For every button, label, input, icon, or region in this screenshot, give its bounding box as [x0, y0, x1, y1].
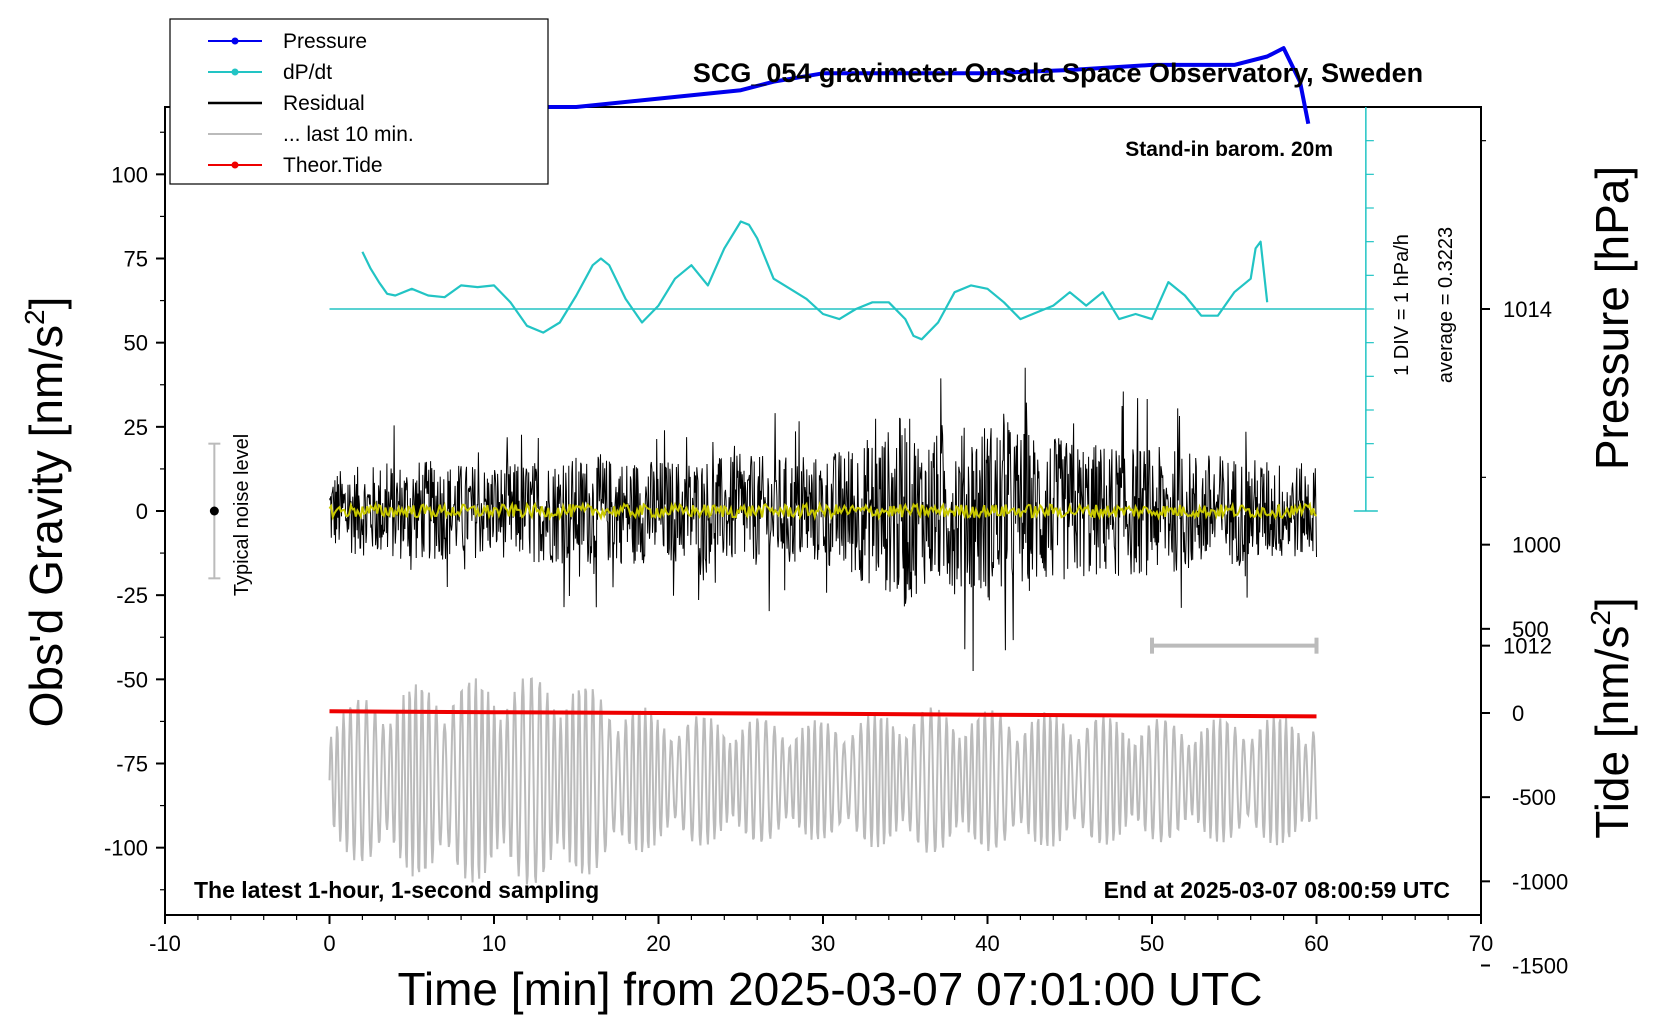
legend-label: Pressure [283, 30, 367, 53]
lines-layer [208, 46, 1378, 719]
legend-marker [231, 68, 239, 76]
legend-label: dP/dt [283, 61, 332, 84]
x-axis-title: Time [min] from 2025-03-07 07:01:00 UTC [398, 963, 1263, 1015]
y-tide-tick-label: 0 [1512, 701, 1524, 726]
y-tide-sup: 2 [1585, 610, 1616, 626]
y-axis-title-pressure: Pressure [hPa] [1586, 166, 1638, 470]
x-tick-label: 70 [1469, 931, 1493, 956]
average-label: average = 0.3223 [1435, 227, 1457, 383]
y-left-main: Obs'd Gravity [nm/s [20, 325, 72, 727]
noise-bar-dot [209, 506, 219, 516]
y-left-tick-label: -75 [116, 752, 148, 777]
y-left-tick-label: -50 [116, 667, 148, 692]
y-left-sup: 2 [19, 309, 50, 325]
x-tick-label: 50 [1140, 931, 1164, 956]
barometer-label: Stand-in barom. 20m [1125, 138, 1333, 161]
y-left-tick-label: -100 [104, 836, 148, 861]
div-label: 1 DIV = 1 hPa/h [1391, 234, 1413, 376]
chart-title: SCG_054 gravimeter Onsala Space Observat… [693, 58, 1423, 88]
smoothed-residual-line [328, 500, 1317, 522]
legend: Pressure dP/dt Residual ... last 10 min. The… [169, 18, 549, 185]
y-pressure-tick-label: 1012 [1503, 634, 1552, 659]
y-left-end: ] [20, 297, 72, 310]
legend-marker [231, 37, 239, 45]
y-tide-tick-label: -1500 [1512, 954, 1568, 979]
y-left-tick-label: -25 [116, 583, 148, 608]
y-left-tick-label: 0 [136, 499, 148, 524]
legend-label: Residual [283, 92, 365, 115]
legend-marker [231, 161, 239, 169]
bottom-left-label: The latest 1-hour, 1-second sampling [194, 877, 599, 903]
last10-line [328, 677, 1318, 885]
y-tide-tick-label: -1000 [1512, 869, 1568, 894]
axes-layer: -10 0 10 20 30 40 50 60 701007550250-25-50-75-10… [104, 131, 1568, 979]
x-tick-label: 10 [482, 931, 506, 956]
tide-line [329, 709, 1317, 719]
y-pressure-tick-label: 1014 [1503, 297, 1552, 322]
y-axis-title-left: Obs'd Gravity [nm/s2] [19, 297, 72, 728]
x-tick-label: 60 [1304, 931, 1328, 956]
legend-box [169, 18, 549, 185]
bottom-right-label: End at 2025-03-07 08:00:59 UTC [1104, 877, 1450, 903]
y-tide-end: ] [1586, 597, 1638, 610]
y-tide-tick-label: 500 [1512, 617, 1549, 642]
y-axis-title-tide: Tide [nm/s2] [1585, 597, 1638, 838]
y-left-tick-label: 50 [124, 331, 148, 356]
pressure-line [329, 46, 1311, 126]
x-tick-label: 30 [811, 931, 835, 956]
y-tide-main: Tide [nm/s [1586, 626, 1638, 839]
legend-label: Theor.Tide [283, 154, 383, 177]
dpdt-line [361, 220, 1269, 341]
last10-layer [328, 677, 1318, 885]
x-tick-label: 40 [975, 931, 999, 956]
y-left-tick-label: 75 [124, 247, 148, 272]
residual-layer [329, 367, 1317, 672]
y-tide-tick-label: -500 [1512, 785, 1556, 810]
x-tick-label: 0 [323, 931, 335, 956]
residual-line [329, 367, 1317, 672]
x-tick-label: 20 [646, 931, 670, 956]
y-tide-tick-label: 1000 [1512, 533, 1561, 558]
x-tick-label: -10 [149, 931, 181, 956]
y-left-tick-label: 25 [124, 415, 148, 440]
legend-label: ... last 10 min. [283, 123, 414, 146]
noise-level-label: Typical noise level [231, 434, 253, 596]
y-left-tick-label: 100 [111, 162, 148, 187]
